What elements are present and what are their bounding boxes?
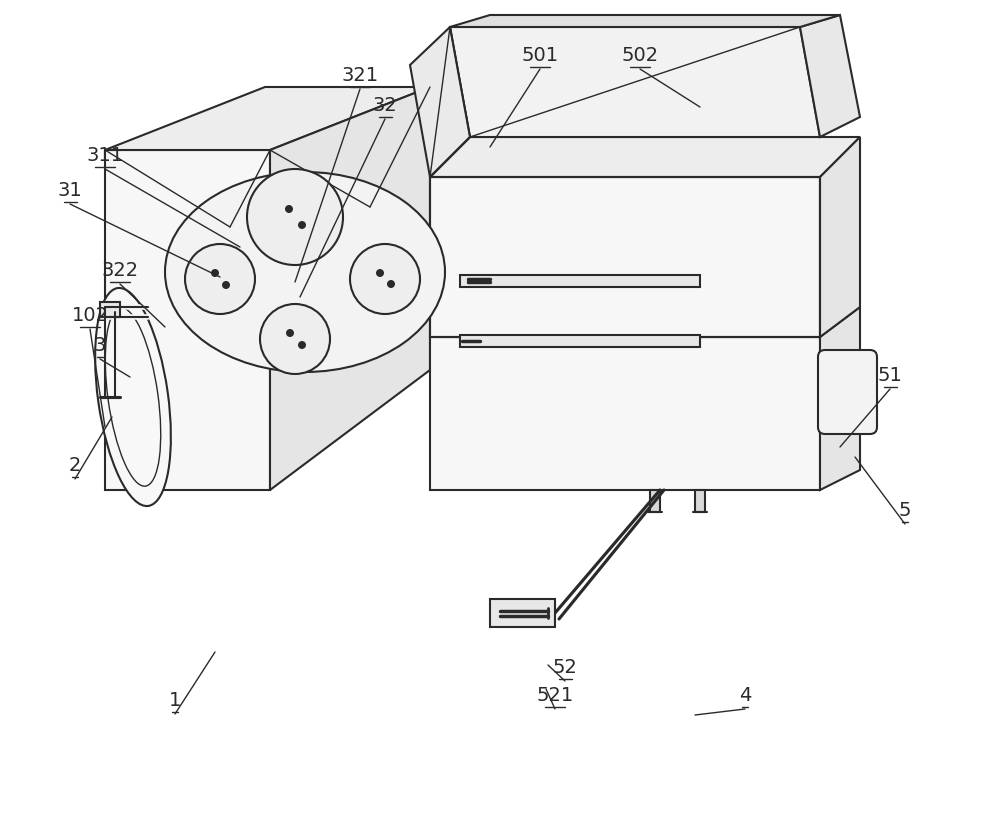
Text: 321: 321 xyxy=(341,66,379,85)
Text: 102: 102 xyxy=(72,306,108,325)
Polygon shape xyxy=(430,177,820,337)
Text: 502: 502 xyxy=(621,46,659,65)
Text: 501: 501 xyxy=(521,46,559,65)
Circle shape xyxy=(285,205,293,213)
Polygon shape xyxy=(270,87,430,490)
Text: 322: 322 xyxy=(101,261,139,280)
Polygon shape xyxy=(430,337,820,490)
Circle shape xyxy=(185,244,255,314)
Text: 1: 1 xyxy=(169,691,181,710)
Ellipse shape xyxy=(165,172,445,372)
Text: 5: 5 xyxy=(899,501,911,520)
Text: 52: 52 xyxy=(553,658,577,677)
Text: 2: 2 xyxy=(69,456,81,475)
Polygon shape xyxy=(490,599,555,627)
FancyBboxPatch shape xyxy=(818,350,877,434)
Polygon shape xyxy=(430,137,860,177)
Circle shape xyxy=(350,244,420,314)
Polygon shape xyxy=(460,335,700,347)
Polygon shape xyxy=(460,275,700,287)
Circle shape xyxy=(387,280,395,288)
Circle shape xyxy=(376,269,384,277)
Circle shape xyxy=(211,269,219,277)
Polygon shape xyxy=(100,302,120,317)
Polygon shape xyxy=(650,490,660,512)
Polygon shape xyxy=(105,87,430,150)
Polygon shape xyxy=(695,490,705,512)
Circle shape xyxy=(298,341,306,349)
Polygon shape xyxy=(450,15,840,27)
Polygon shape xyxy=(410,27,470,177)
Circle shape xyxy=(298,221,306,229)
Text: 32: 32 xyxy=(373,96,397,115)
Polygon shape xyxy=(820,307,860,490)
Polygon shape xyxy=(800,15,860,137)
Text: 51: 51 xyxy=(878,366,902,385)
Text: 3: 3 xyxy=(94,336,106,355)
Polygon shape xyxy=(820,137,860,337)
Circle shape xyxy=(222,281,230,289)
Polygon shape xyxy=(105,150,270,490)
Text: 31: 31 xyxy=(58,181,82,200)
Text: 311: 311 xyxy=(86,146,124,165)
Text: 521: 521 xyxy=(536,686,574,705)
Polygon shape xyxy=(450,27,820,137)
Circle shape xyxy=(247,169,343,265)
Circle shape xyxy=(260,304,330,374)
Ellipse shape xyxy=(95,288,171,506)
Circle shape xyxy=(286,329,294,337)
Text: 4: 4 xyxy=(739,686,751,705)
